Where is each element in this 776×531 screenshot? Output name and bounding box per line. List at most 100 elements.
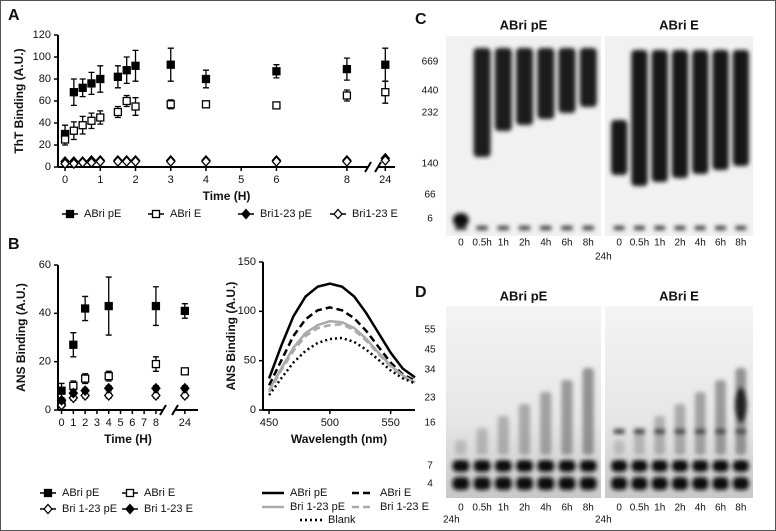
gel-bands — [452, 48, 597, 230]
marker — [86, 157, 97, 169]
band — [734, 387, 747, 423]
x-tick-label: 8 — [153, 417, 159, 429]
lane-label: 8h — [583, 238, 594, 249]
marker — [103, 390, 114, 401]
marker — [103, 382, 114, 394]
x-tick-label: 8 — [344, 174, 350, 186]
band — [651, 477, 668, 490]
smear — [455, 440, 467, 455]
gel-bands — [452, 368, 597, 490]
y-axis-label: ThT Binding (A.U.) — [12, 48, 26, 153]
marker — [179, 382, 190, 394]
band — [558, 477, 576, 490]
lane-note: 24h — [595, 252, 612, 263]
smear — [497, 416, 509, 455]
size-marker: 6 — [427, 214, 433, 225]
marker — [151, 209, 161, 219]
y-tick-label: 80 — [39, 73, 51, 85]
smear — [634, 428, 645, 455]
y-tick-label: 0 — [45, 161, 51, 173]
x-tick-label: 2 — [132, 174, 138, 186]
lane-label: 4h — [695, 503, 706, 514]
y-tick-label: 120 — [33, 29, 51, 41]
smear — [613, 440, 625, 455]
panel-letter: C — [415, 11, 427, 28]
smear — [537, 48, 555, 119]
band — [611, 460, 628, 472]
marker — [113, 156, 123, 167]
x-tick-label: 3 — [168, 174, 174, 186]
band — [579, 477, 597, 490]
marker — [43, 503, 53, 515]
legend-label: ABri pE — [84, 208, 121, 220]
lane-label: 0.5h — [472, 503, 491, 514]
marker — [272, 67, 281, 76]
x-tick-label: 0 — [58, 417, 64, 429]
marker — [381, 60, 390, 69]
marker — [342, 156, 352, 167]
y-tick-label: 0 — [250, 404, 256, 416]
x-axis-label: Wavelength (nm) — [291, 432, 387, 446]
marker — [96, 74, 105, 84]
smear — [692, 50, 709, 174]
smear — [518, 404, 531, 455]
lane-label: 1h — [654, 503, 665, 514]
marker — [80, 385, 91, 397]
marker — [130, 156, 141, 167]
lane-label: 2h — [674, 503, 685, 514]
smear — [694, 392, 706, 455]
band — [582, 226, 594, 230]
y-tick-label: 150 — [238, 256, 256, 268]
band — [613, 429, 625, 434]
gel-title: ABri E — [659, 17, 699, 32]
x-tick-label: 450 — [260, 417, 278, 429]
lane-label: 2h — [519, 238, 530, 249]
x-tick-label: 500 — [321, 417, 339, 429]
marker — [96, 113, 105, 122]
x-tick-label: 6 — [273, 174, 279, 186]
smear — [473, 48, 491, 157]
legend-label: Bri1-23 E — [352, 208, 398, 220]
band — [561, 226, 573, 230]
band — [452, 460, 470, 472]
band — [654, 429, 666, 434]
band — [494, 460, 512, 472]
gel-bands — [611, 368, 749, 490]
x-tick-label: 1 — [70, 417, 76, 429]
size-marker: 140 — [422, 159, 439, 170]
legend-label: Bri 1-23 pE — [62, 503, 117, 515]
band — [735, 226, 747, 230]
lane-label: 2h — [519, 503, 530, 514]
y-tick-label: 100 — [238, 305, 256, 317]
band — [651, 460, 668, 472]
lane-label: 1h — [498, 238, 509, 249]
band — [735, 429, 747, 434]
band — [712, 477, 729, 490]
band — [631, 477, 648, 490]
band — [613, 226, 625, 230]
x-tick-label: 5 — [238, 174, 244, 186]
legend-label: Blank — [328, 514, 356, 526]
marker — [78, 121, 87, 130]
x-tick-label: 24 — [379, 174, 391, 186]
band — [732, 460, 749, 472]
marker — [60, 135, 70, 144]
marker — [80, 374, 90, 383]
band — [692, 477, 709, 490]
legend-label: Bri 1-23 E — [144, 503, 193, 515]
smear — [631, 50, 648, 186]
lane-label: 6h — [715, 238, 726, 249]
size-marker: 4 — [427, 479, 433, 490]
marker — [87, 79, 96, 88]
marker — [80, 304, 90, 313]
smear — [651, 50, 668, 182]
marker — [125, 503, 135, 515]
marker — [125, 488, 135, 498]
size-marker: 669 — [422, 57, 439, 68]
marker — [272, 101, 281, 110]
smear — [540, 392, 552, 455]
marker — [333, 208, 343, 220]
band — [654, 226, 666, 230]
smear — [582, 368, 594, 455]
smear — [611, 120, 628, 175]
